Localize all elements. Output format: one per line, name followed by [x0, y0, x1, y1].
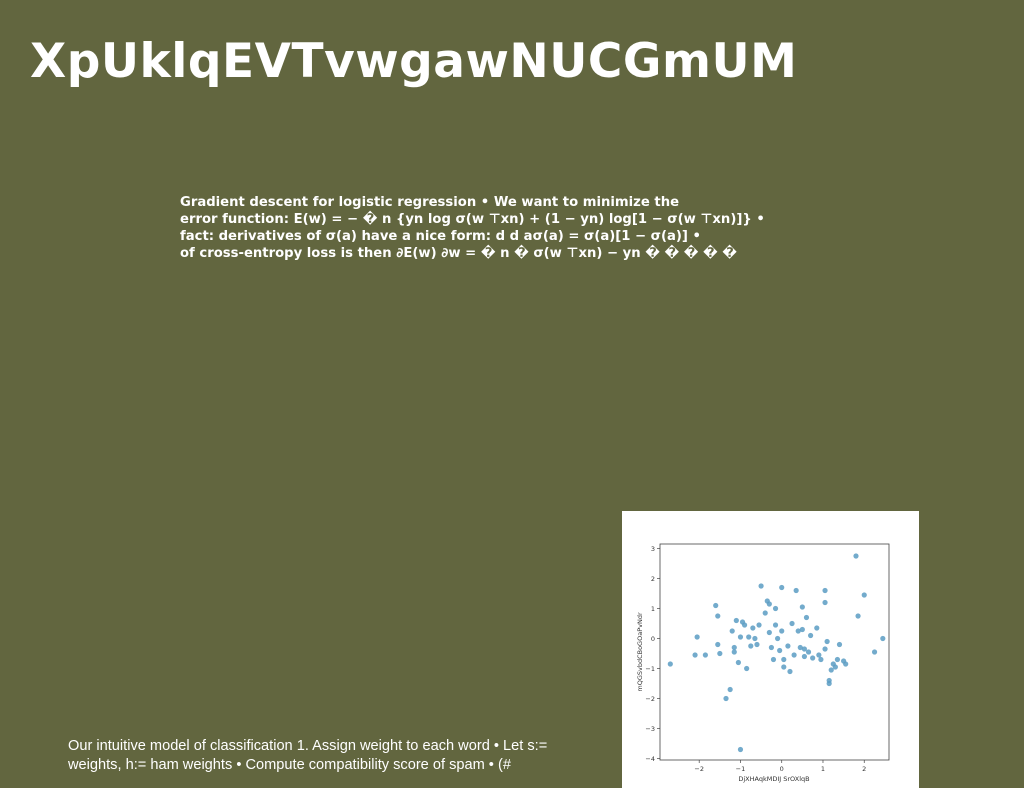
scatter-point: [834, 656, 841, 663]
scatter-point: [779, 628, 785, 634]
y-tick-label: 1: [651, 605, 655, 613]
scatter-point: [702, 652, 708, 658]
scatter-point: [774, 635, 781, 642]
scatter-point: [822, 646, 828, 652]
y-tick-label: 0: [651, 635, 655, 643]
scatter-point: [824, 638, 830, 645]
plot-area-frame: [659, 543, 890, 761]
scatter-point: [694, 634, 700, 640]
scatter-point: [801, 653, 808, 660]
scatter-point: [787, 668, 793, 675]
scatter-point: [735, 659, 741, 666]
scatter-point: [880, 635, 886, 642]
scatter-point: [814, 625, 820, 631]
scatter-point: [777, 647, 783, 654]
scatter-point: [772, 622, 779, 628]
scatter-point: [768, 644, 775, 651]
scatter-point: [744, 665, 750, 672]
scatter-point: [762, 610, 768, 616]
scatter-point: [793, 587, 799, 594]
scatter-point: [758, 583, 764, 589]
scatter-point: [756, 622, 762, 628]
scatter-point: [828, 667, 834, 673]
scatter-point: [723, 695, 729, 702]
x-tick-label: −1: [736, 765, 746, 773]
scatter-point: [770, 656, 777, 663]
scatter-point: [799, 626, 805, 633]
scatter-point: [717, 650, 723, 657]
x-tick-label: 1: [821, 765, 825, 773]
scatter-point: [766, 629, 772, 636]
scatter-point: [805, 649, 812, 655]
slide-title: XpUklqEVTvwgawNUCGmUM: [30, 34, 798, 89]
scatter-point: [727, 686, 733, 693]
scatter-point: [826, 680, 832, 687]
scatter-point: [741, 622, 748, 628]
y-tick-label: −4: [645, 755, 655, 763]
body-line: fact: derivatives of σ(a) have a nice fo…: [180, 229, 701, 244]
x-tick-label: 2: [862, 765, 866, 773]
y-tick-label: −2: [645, 695, 655, 703]
scatter-point: [822, 599, 828, 606]
scatter-point: [737, 746, 744, 753]
scatter-point: [801, 646, 808, 652]
y-tick-label: −1: [645, 665, 655, 673]
scatter-point: [737, 634, 744, 640]
scatter-point: [861, 592, 867, 598]
scatter-point: [713, 602, 719, 609]
scatter-point: [748, 643, 754, 649]
scatter-point: [715, 613, 721, 619]
scatter-point: [750, 625, 756, 631]
scatter-point: [799, 604, 805, 610]
scatter-point: [746, 634, 752, 640]
scatter-point: [781, 656, 787, 663]
scatter-point: [731, 644, 737, 651]
scatter-point: [797, 644, 803, 651]
scatter-point: [772, 605, 779, 612]
scatter-point: [822, 587, 828, 594]
scatter-point: [808, 632, 814, 639]
scatter-point: [715, 641, 721, 648]
scatter-point: [789, 620, 795, 627]
body-line: of cross-entropy loss is then ∂E(w) ∂w =…: [180, 246, 737, 261]
scatter-point: [766, 601, 772, 607]
scatter-point: [692, 652, 698, 658]
y-tick-label: 2: [651, 575, 655, 583]
scatter-point: [843, 661, 849, 667]
scatter-point: [871, 649, 878, 655]
scatter-point: [785, 643, 791, 649]
scatter-point: [752, 635, 758, 642]
scatter-point: [810, 655, 816, 661]
scatter-chart-panel: −2 −1 0 1 2 3 2 1 0 −1 −2 −3 −4 DjXHAqkMDIJ SrOXlqB …: [622, 511, 919, 788]
scatter-point: [853, 553, 859, 559]
y-tick-label: 3: [651, 545, 655, 553]
scatter-point: [731, 649, 737, 655]
scatter-point: [779, 584, 785, 591]
scatter-point: [667, 661, 673, 667]
scatter-point: [803, 614, 810, 621]
x-tick-label: 0: [780, 765, 784, 773]
body-line: Gradient descent for logistic regression…: [180, 195, 680, 210]
scatter-point: [832, 664, 838, 670]
scatter-point: [818, 656, 824, 663]
slide-body-text: Gradient descent for logistic regression…: [180, 194, 790, 262]
y-tick-label: −3: [645, 725, 655, 733]
scatter-point: [816, 652, 822, 658]
footer-line: Our intuitive model of classification 1.…: [68, 738, 548, 754]
slide-footer-text: Our intuitive model of classification 1.…: [68, 737, 613, 775]
scatter-point: [781, 664, 787, 670]
footer-line: weights, h:= ham weights • Compute compa…: [68, 757, 511, 773]
scatter-point: [855, 613, 861, 619]
scatter-point: [754, 641, 760, 648]
scatter-point: [795, 628, 801, 634]
x-tick-label: −2: [694, 765, 704, 773]
scatter-point: [733, 617, 739, 624]
scatter-point: [729, 628, 735, 634]
scatter-point: [836, 641, 843, 648]
scatter-point: [791, 652, 797, 658]
y-axis-label: mQGSvbdCBoGOaPvNdr: [636, 612, 644, 692]
x-axis-label: DjXHAqkMDIJ SrOXlqB: [738, 775, 809, 783]
body-line: error function: E(w) = − � n {yn log σ(w…: [180, 212, 765, 227]
